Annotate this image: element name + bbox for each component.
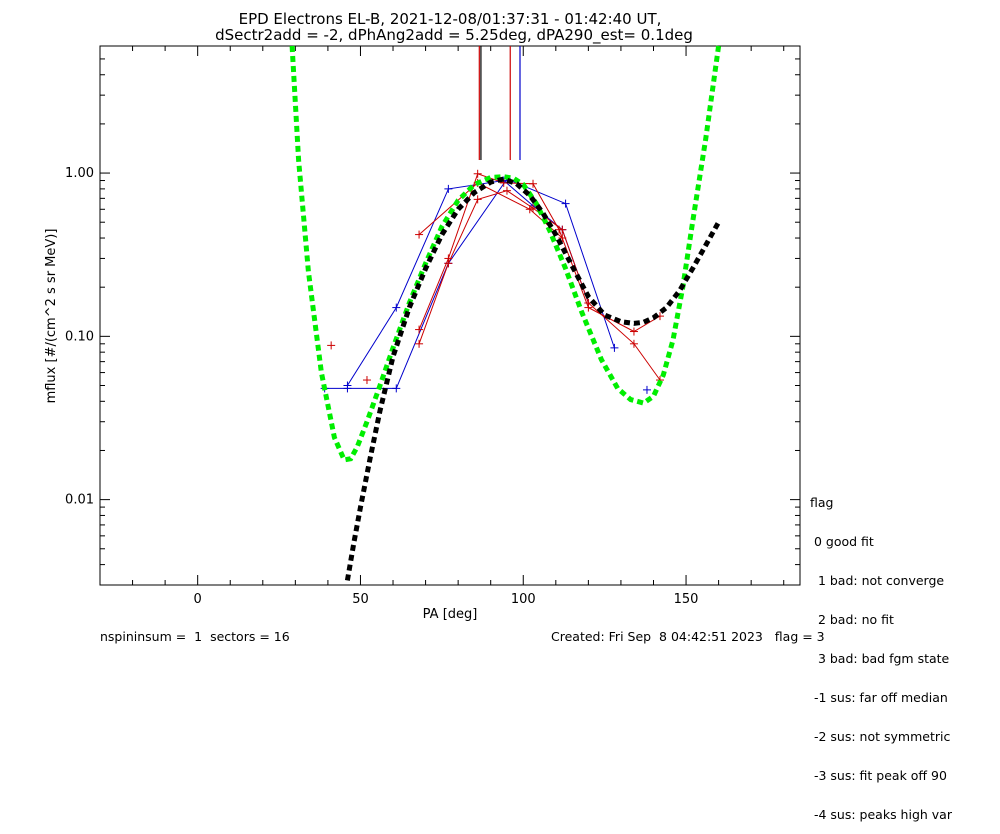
data-point-red <box>415 325 424 334</box>
chart-plot: EPD Electrons EL-B, 2021-12-08/01:37:31 … <box>44 10 801 622</box>
footer-left: nspininsum = 1 sectors = 16 <box>100 629 290 644</box>
data-point-red <box>529 179 538 188</box>
legend-item: -1 sus: far off median <box>810 690 948 705</box>
flux-line-red <box>418 182 563 239</box>
data-point-red <box>525 205 534 214</box>
chart-title: EPD Electrons EL-B, 2021-12-08/01:37:31 … <box>239 10 662 28</box>
data-point-red <box>629 339 638 348</box>
plot-frame <box>99 45 801 586</box>
legend-item: 1 bad: not converge <box>810 573 945 588</box>
legend-item: 0 good fit <box>810 534 874 549</box>
data-point-red <box>415 339 424 348</box>
data-point-blue <box>561 199 570 208</box>
y-tick-label: 0.01 <box>65 493 94 508</box>
legend-item: -4 sus: peaks high var <box>810 807 952 822</box>
data-point-red <box>555 225 564 234</box>
y-tick-label: 0.10 <box>65 329 94 344</box>
data-point-red <box>502 186 511 195</box>
data-point-blue <box>392 384 401 393</box>
legend-item: 2 bad: no fit <box>810 612 894 627</box>
data-lines <box>289 45 722 581</box>
chart-subtitle: dSectr2add = -2, dPhAng2add = 5.25deg, d… <box>215 26 693 45</box>
data-point-red <box>558 234 567 243</box>
legend-item: -3 sus: fit peak off 90 <box>810 768 947 783</box>
data-point-red <box>529 204 538 213</box>
data-point-red <box>415 230 424 239</box>
legend-title: flag <box>810 495 834 510</box>
data-point-blue <box>392 303 401 312</box>
data-point-red <box>473 195 482 204</box>
flux-line-red <box>418 190 661 381</box>
x-tick-label: 100 <box>511 592 536 607</box>
data-point-red <box>584 303 593 312</box>
y-tick-label: 1.00 <box>65 166 94 181</box>
x-tick-label: 150 <box>674 592 699 607</box>
y-axis-label: mflux [#/(cm^2 s sr MeV)] <box>44 229 59 404</box>
data-point-blue <box>444 184 453 193</box>
x-tick-label: 0 <box>194 592 202 607</box>
data-point-red <box>362 376 371 385</box>
footer-right: Created: Fri Sep 8 04:42:51 2023 flag = … <box>551 629 825 644</box>
data-point-red <box>444 254 453 263</box>
x-axis-label: PA [deg] <box>423 607 478 622</box>
legend-item: 3 bad: bad fgm state <box>810 651 950 666</box>
flux-line-blue <box>346 179 589 386</box>
data-point-blue <box>610 343 619 352</box>
legend-item: -2 sus: not symmetric <box>810 729 951 744</box>
data-point-red <box>327 341 336 350</box>
data-point-red <box>629 327 638 336</box>
data-point-blue <box>343 381 352 390</box>
fit-curve-green <box>289 45 722 463</box>
x-tick-label: 50 <box>352 592 369 607</box>
flag-legend: flag 0 good fit 1 bad: not converge 2 ba… <box>810 470 952 834</box>
data-point-red <box>473 169 482 178</box>
axes-ticks: 0 50 100 150 0.01 0.10 1.00 <box>65 45 800 607</box>
data-point-blue <box>642 385 651 394</box>
